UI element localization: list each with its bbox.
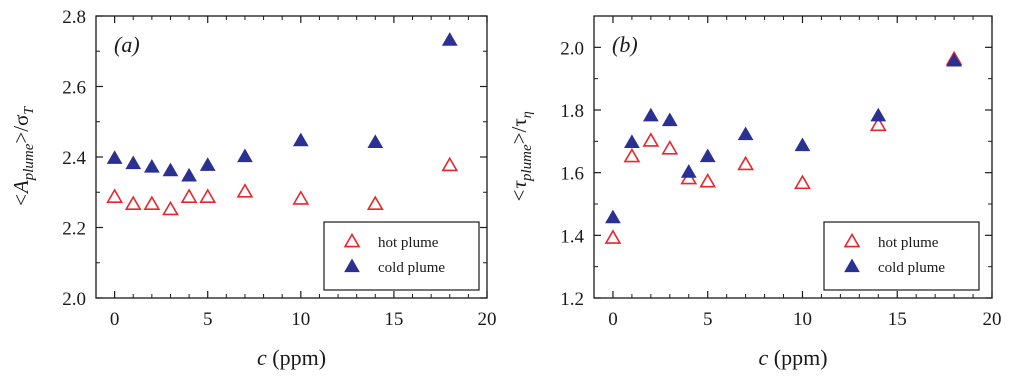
- data-point: [236, 183, 254, 198]
- data-point: [143, 195, 161, 210]
- x-axis-label-unit: (ppm): [768, 345, 827, 370]
- legend-box: [823, 221, 980, 291]
- y-tick-label: 1.4: [560, 226, 584, 247]
- legend-box: [323, 221, 480, 291]
- data-point: [106, 150, 123, 164]
- x-tick-label: 15: [384, 309, 403, 330]
- data-point: [624, 134, 640, 149]
- x-axis-label-unit: (ppm): [267, 345, 326, 370]
- panel-label: (b): [612, 32, 638, 57]
- y-axis-label-main: <A: [9, 180, 33, 207]
- data-point: [642, 132, 660, 147]
- legend-label: cold plume: [378, 260, 445, 276]
- chart-panel-0: 0 5 10 15 202.02.22.42.62.8(a)<Aplume>/σTc (…: [9, 7, 497, 370]
- legend-marker: [344, 258, 360, 273]
- data-point: [869, 116, 887, 132]
- data-point: [699, 172, 717, 188]
- y-tick-label: 2.4: [62, 148, 86, 169]
- legend-marker: [843, 232, 861, 248]
- data-point: [237, 148, 253, 163]
- data-point: [180, 188, 198, 203]
- data-point: [441, 32, 458, 46]
- x-axis-label: c (ppm): [257, 345, 326, 370]
- legend-marker: [343, 232, 361, 248]
- series-0: [106, 156, 459, 216]
- data-point: [124, 195, 142, 210]
- y-axis-label-tail: >/τ: [507, 118, 531, 144]
- data-point: [366, 195, 384, 210]
- data-point: [946, 52, 962, 67]
- chart-panel-1: 0 5 10 15 20 1.2 1.4 1.6 1.8 2.0 (b) <τplume>/τη c (…: [507, 15, 1002, 370]
- x-axis-label: c (ppm): [758, 345, 827, 370]
- legend-label: hot plume: [878, 235, 939, 251]
- x-tick-label: 15: [888, 309, 907, 330]
- y-axis-label: <Aplume>/σT: [9, 106, 37, 208]
- data-point: [737, 126, 754, 141]
- data-point: [737, 155, 755, 171]
- series-0: [604, 50, 963, 244]
- data-point: [199, 157, 216, 171]
- x-axis-label-var: c: [758, 345, 768, 370]
- data-point: [794, 137, 811, 152]
- legend-marker: [844, 258, 860, 273]
- data-point: [794, 174, 811, 190]
- series-1: [106, 32, 458, 182]
- y-axis-label: <τplume>/τη: [507, 111, 535, 202]
- data-point: [292, 132, 309, 147]
- y-axis-label-tail-sub: η: [520, 111, 535, 118]
- y-axis-label-sub: plume: [21, 143, 37, 181]
- y-axis-label-main: <τ: [507, 180, 531, 203]
- data-point: [292, 190, 310, 205]
- data-point: [604, 229, 622, 244]
- y-tick-label: 1.6: [560, 164, 584, 185]
- data-point: [181, 167, 197, 182]
- data-point: [441, 156, 459, 172]
- x-tick-label: 5: [203, 309, 213, 330]
- data-point: [699, 148, 716, 163]
- x-tick-label: 10: [291, 309, 310, 330]
- data-point: [605, 209, 621, 224]
- plot-frame: [593, 15, 993, 299]
- x-tick-label: 0: [110, 309, 120, 330]
- legend-label: hot plume: [378, 235, 439, 251]
- data-point: [367, 134, 384, 149]
- data-point: [623, 147, 641, 163]
- y-tick-label: 2.2: [62, 219, 86, 240]
- x-tick-label: 5: [703, 309, 713, 330]
- data-point: [199, 188, 217, 203]
- data-point: [661, 140, 679, 155]
- data-point: [661, 112, 678, 127]
- data-point: [106, 188, 124, 203]
- y-tick-label: 2.6: [62, 78, 86, 99]
- series-1: [605, 52, 962, 224]
- data-point: [680, 164, 697, 178]
- y-axis-label-tail-sub: T: [22, 106, 37, 115]
- y-tick-label: 1.2: [560, 289, 584, 310]
- data-point: [870, 107, 887, 122]
- x-tick-label: 20: [983, 309, 1002, 330]
- y-tick-label: 2.0: [62, 289, 86, 310]
- panel-label: (a): [114, 32, 140, 57]
- data-point: [642, 107, 659, 122]
- x-tick-label: 20: [478, 309, 497, 330]
- x-axis-label-var: c: [257, 345, 267, 370]
- x-tick-label: 10: [793, 309, 812, 330]
- data-point: [162, 200, 179, 216]
- y-axis-label-tail: >/σ: [9, 115, 33, 144]
- data-point: [143, 159, 160, 173]
- y-axis-label-sub: plume: [519, 144, 535, 182]
- y-tick-label: 1.8: [560, 101, 584, 122]
- legend-label: cold plume: [878, 260, 945, 276]
- y-tick-label: 2.8: [62, 7, 86, 28]
- data-point: [162, 162, 179, 177]
- legend: hot plume cold plume: [323, 221, 480, 291]
- y-tick-label: 2.0: [560, 38, 584, 59]
- data-point: [125, 155, 142, 170]
- legend: hot plume cold plume: [823, 221, 980, 291]
- x-tick-label: 0: [608, 309, 618, 330]
